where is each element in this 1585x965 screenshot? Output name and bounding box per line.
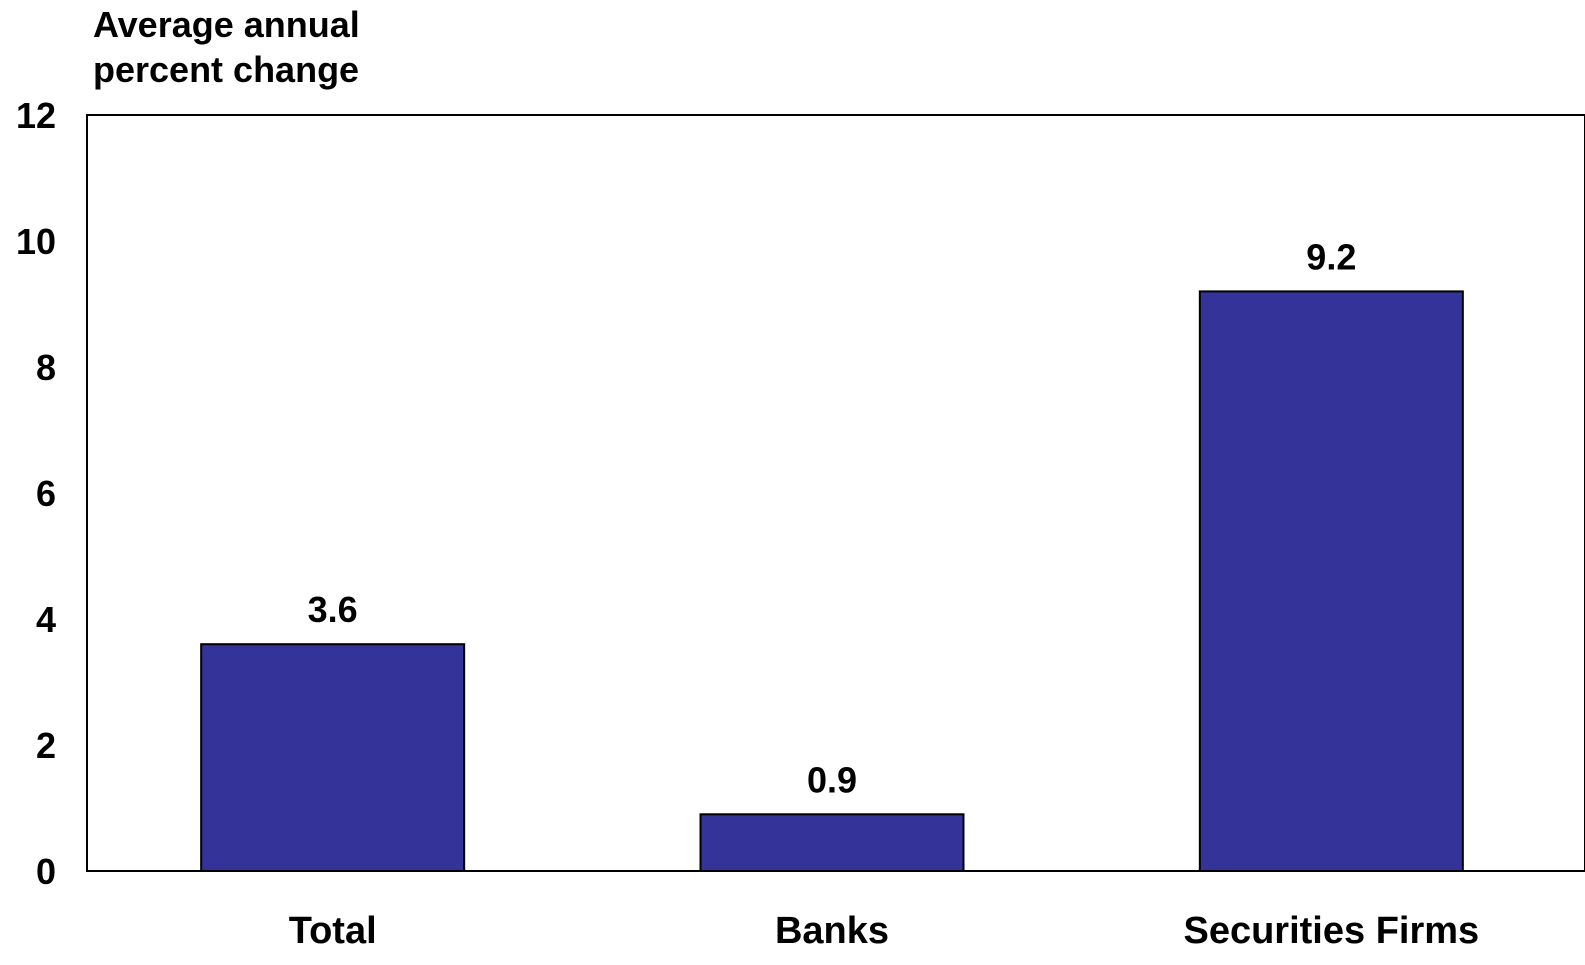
- x-axis-categories: Total Banks Securities Firms: [289, 910, 1479, 952]
- y-axis-label-line-1: Average annual: [93, 4, 360, 45]
- data-labels: 3.6 0.9 9.2: [308, 236, 1357, 800]
- y-axis-label: Average annual percent change: [93, 4, 360, 90]
- y-axis-ticks: 0 2 4 6 8 10 12: [16, 95, 56, 892]
- y-tick-label: 6: [36, 473, 56, 514]
- bar-securities-firms: [1198, 290, 1464, 872]
- y-tick-label: 12: [16, 95, 56, 136]
- x-category-label: Banks: [775, 910, 889, 952]
- x-category-label: Securities Firms: [1183, 910, 1479, 952]
- bars: [200, 290, 1464, 873]
- y-tick-label: 4: [36, 599, 56, 640]
- x-category-label: Total: [289, 910, 377, 952]
- y-tick-label: 10: [16, 221, 56, 262]
- bar-total: [200, 643, 466, 873]
- data-label: 3.6: [308, 589, 358, 630]
- y-tick-label: 8: [36, 347, 56, 388]
- data-label: 0.9: [807, 759, 857, 800]
- y-axis-label-line-2: percent change: [93, 49, 359, 90]
- y-tick-label: 2: [36, 725, 56, 766]
- bar-banks: [699, 813, 965, 872]
- data-label: 9.2: [1306, 236, 1356, 277]
- y-tick-label: 0: [36, 851, 56, 892]
